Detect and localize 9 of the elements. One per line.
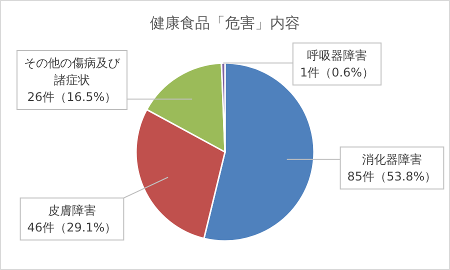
slice-label: その他の傷病及び諸症状 — [24, 56, 121, 88]
slice-label: 皮膚障害 — [48, 204, 96, 218]
slice-label: 呼吸器障害 — [307, 48, 367, 63]
data-label: 85件（53.8%） — [347, 170, 437, 184]
title: 健康食品「危害」内容 — [150, 14, 300, 32]
data-label: 26件（16.5%） — [27, 90, 117, 104]
slice-label: 消化器障害 — [362, 152, 422, 167]
data-label: 46件（29.1%） — [27, 220, 117, 235]
data-label: 1件（0.6%） — [300, 66, 374, 80]
